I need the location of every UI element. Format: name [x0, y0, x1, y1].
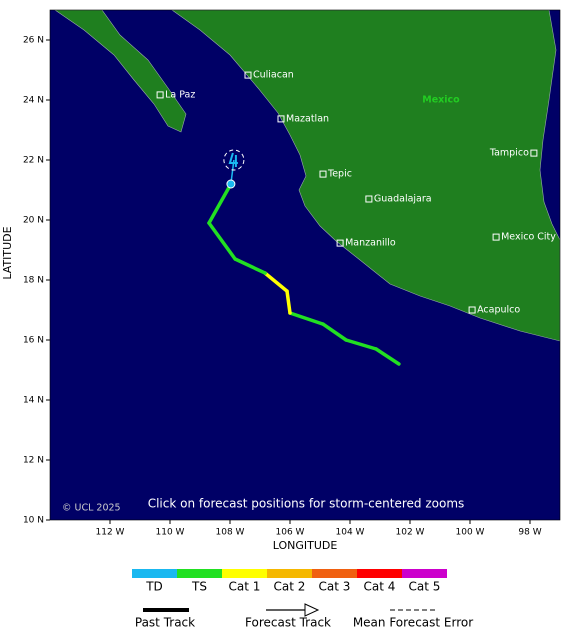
- city-marker: [277, 115, 285, 123]
- y-tick-label: 24 N: [23, 96, 44, 106]
- past-track-segment: [374, 347, 401, 366]
- x-tick-label: 98 W: [518, 528, 541, 538]
- y-tick-label: 14 N: [23, 396, 44, 406]
- legend-swatch: [132, 569, 177, 578]
- city-label: Mazatlan: [286, 113, 329, 124]
- legend-swatch: [402, 569, 447, 578]
- city-marker: [336, 239, 344, 247]
- y-tick-label: 22 N: [23, 156, 44, 166]
- y-tick-label: 20 N: [23, 216, 44, 226]
- forecast-arrow: [304, 603, 320, 617]
- y-tick-label: 10 N: [23, 516, 44, 526]
- legend-label: Mean Forecast Error: [353, 616, 473, 630]
- city-marker: [365, 195, 373, 203]
- legend-swatch: [267, 569, 312, 578]
- legend-swatch: [222, 569, 267, 578]
- legend-label: Cat 1: [229, 580, 261, 594]
- x-tick-label: 104 W: [336, 528, 365, 538]
- legend-label: Cat 3: [319, 580, 351, 594]
- past-track-segment: [207, 221, 237, 261]
- x-tick-label: 102 W: [396, 528, 425, 538]
- y-tick-label: 16 N: [23, 336, 44, 346]
- legend-label: TD: [145, 580, 163, 594]
- forecast-position[interactable]: [228, 152, 238, 167]
- x-tick-label: 106 W: [276, 528, 305, 538]
- past-track-segment: [344, 338, 378, 351]
- legend-swatch: [312, 569, 357, 578]
- city-marker: [492, 233, 500, 241]
- baja-peninsula: [54, 10, 187, 133]
- x-tick-label: 110 W: [156, 528, 185, 538]
- legend-label: Cat 4: [364, 580, 396, 594]
- map-frame: [49, 9, 561, 521]
- legend-label: Cat 2: [274, 580, 306, 594]
- city-label: Acapulco: [477, 305, 520, 316]
- mainland: [171, 10, 560, 342]
- legend-swatch: [177, 569, 222, 578]
- city-label: Tampico: [489, 148, 529, 159]
- city-label: Tepic: [327, 169, 352, 180]
- city-label: Guadalajara: [374, 194, 432, 205]
- y-tick-label: 12 N: [23, 456, 44, 466]
- error-cone: [223, 149, 245, 171]
- city-marker: [156, 91, 164, 99]
- x-tick-label: 100 W: [456, 528, 485, 538]
- city-label: La Paz: [165, 89, 195, 100]
- city-marker: [244, 71, 252, 79]
- x-axis-label: LONGITUDE: [273, 539, 338, 552]
- city-marker: [468, 306, 476, 314]
- note: Click on forecast positions for storm-ce…: [148, 497, 465, 511]
- city-marker: [530, 149, 538, 157]
- city-label: Manzanillo: [345, 238, 396, 249]
- city-marker: [319, 170, 327, 178]
- city-label: Mexico City: [501, 232, 556, 243]
- past-track-segment: [263, 271, 289, 293]
- legend-swatch: [357, 569, 402, 578]
- legend-label: Past Track: [135, 616, 195, 630]
- past-track-segment: [233, 257, 267, 275]
- past-track-segment: [321, 322, 348, 342]
- legend-label: TS: [191, 580, 207, 594]
- past-track-segment: [288, 311, 325, 326]
- copyright: © UCL 2025: [62, 503, 121, 514]
- legend-label: Forecast Track: [245, 616, 331, 630]
- past-track-segment: [207, 182, 233, 225]
- legend-label: Cat 5: [409, 580, 441, 594]
- x-tick-label: 108 W: [216, 528, 245, 538]
- past-track-segment: [285, 289, 292, 315]
- x-tick-label: 112 W: [96, 528, 125, 538]
- country-label: Mexico: [422, 95, 460, 106]
- y-tick-label: 18 N: [23, 276, 44, 286]
- current-position: [226, 179, 236, 189]
- city-label: Culiacan: [253, 70, 294, 81]
- y-axis-label: LATITUDE: [1, 226, 14, 279]
- y-tick-label: 26 N: [23, 36, 44, 46]
